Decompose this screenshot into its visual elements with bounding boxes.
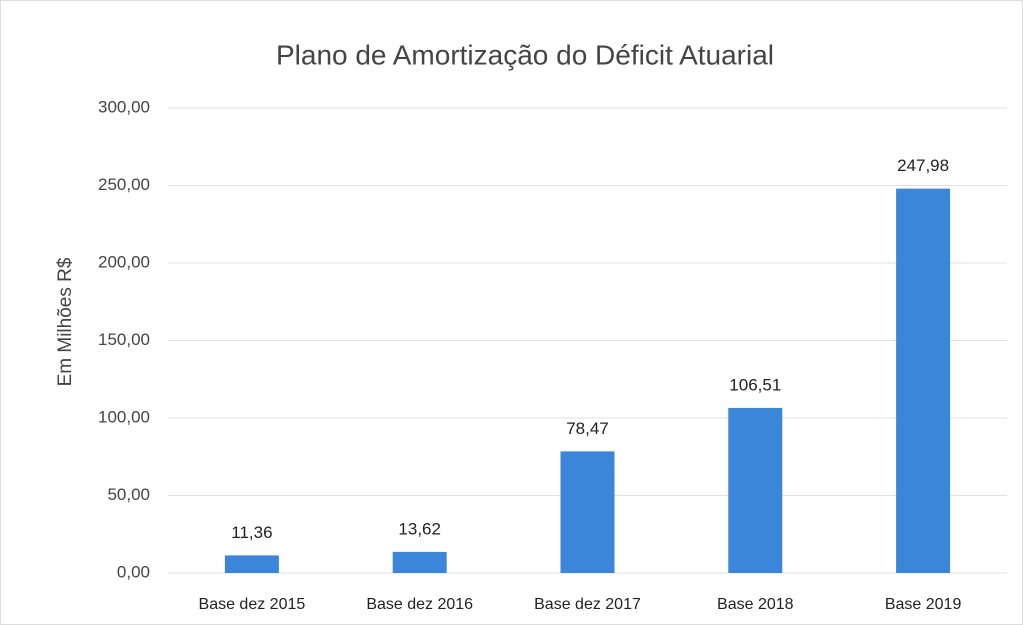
- bar: [560, 451, 615, 573]
- data-label: 11,36: [231, 523, 272, 542]
- y-tick-label: 150,00: [98, 330, 150, 349]
- data-label: 78,47: [566, 419, 609, 438]
- bar: [896, 188, 951, 574]
- bar: [392, 551, 447, 573]
- y-tick-label: 0,00: [117, 562, 150, 581]
- x-tick-label: Base dez 2016: [366, 596, 473, 613]
- data-label: 106,51: [729, 375, 781, 394]
- data-label: 247,98: [897, 156, 949, 175]
- x-tick-label: Base dez 2015: [199, 596, 306, 613]
- y-tick-label: 250,00: [98, 175, 150, 194]
- y-tick-label: 200,00: [98, 252, 150, 271]
- x-tick-label: Base dez 2017: [534, 596, 641, 613]
- bar: [224, 555, 279, 573]
- data-label: 13,62: [398, 519, 441, 538]
- y-tick-label: 300,00: [98, 97, 150, 116]
- bar: [728, 407, 783, 573]
- x-tick-label: Base 2019: [885, 596, 962, 613]
- y-tick-label: 100,00: [98, 407, 150, 426]
- chart-title: Plano de Amortização do Déficit Atuarial: [276, 39, 774, 70]
- y-tick-label: 50,00: [107, 485, 150, 504]
- y-axis-label: Em Milhões R$: [55, 257, 76, 386]
- x-tick-label: Base 2018: [717, 596, 794, 613]
